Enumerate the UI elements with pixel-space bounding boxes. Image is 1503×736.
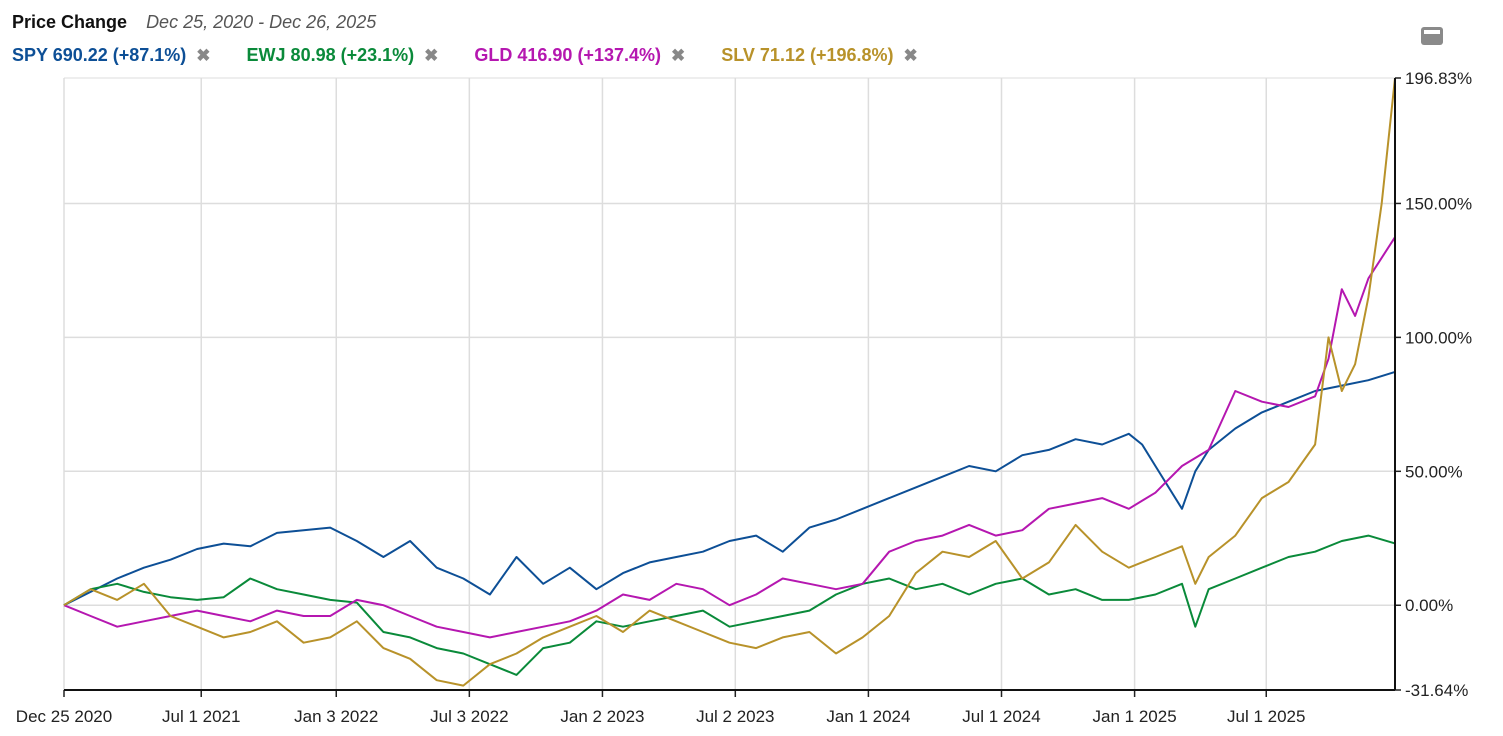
x-tick-label: Jan 3 2022 [294, 707, 378, 726]
legend-item-gld[interactable]: GLD 416.90 (+137.4%) ✖ [474, 45, 685, 66]
legend-label: SLV 71.12 (+196.8%) [721, 45, 894, 65]
x-tick-label: Jan 2 2023 [560, 707, 644, 726]
chart-menu-icon[interactable] [1421, 27, 1443, 45]
x-tick-label: Jul 2 2023 [696, 707, 774, 726]
legend-item-slv[interactable]: SLV 71.12 (+196.8%) ✖ [721, 45, 918, 66]
legend-label: GLD 416.90 (+137.4%) [474, 45, 661, 65]
chart-header: Price Change Dec 25, 2020 - Dec 26, 2025 [12, 12, 376, 33]
x-tick-label: Jul 1 2021 [162, 707, 240, 726]
y-tick-label: 150.00% [1405, 194, 1472, 213]
y-tick-label: 0.00% [1405, 596, 1453, 615]
y-tick-label: 196.83% [1405, 69, 1472, 88]
x-tick-label: Jul 1 2025 [1227, 707, 1305, 726]
x-tick-label: Jan 1 2024 [826, 707, 910, 726]
close-icon[interactable]: ✖ [196, 45, 211, 65]
close-icon[interactable]: ✖ [424, 45, 439, 65]
y-tick-label: 100.00% [1405, 328, 1472, 347]
series-line-slv [63, 77, 1396, 687]
close-icon[interactable]: ✖ [671, 45, 686, 65]
x-tick-label: Jan 1 2025 [1093, 707, 1177, 726]
y-tick-label: 50.00% [1405, 462, 1463, 481]
series-line-ewj [63, 534, 1396, 676]
x-tick-label: Jul 1 2024 [962, 707, 1040, 726]
date-range: Dec 25, 2020 - Dec 26, 2025 [146, 12, 377, 32]
legend: SPY 690.22 (+87.1%) ✖ EWJ 80.98 (+23.1%)… [12, 45, 954, 66]
close-icon[interactable]: ✖ [903, 45, 918, 65]
x-tick-label: Dec 25 2020 [16, 707, 112, 726]
x-tick-label: Jul 3 2022 [430, 707, 508, 726]
y-tick-label: -31.64% [1405, 681, 1468, 700]
legend-label: EWJ 80.98 (+23.1%) [246, 45, 415, 65]
legend-label: SPY 690.22 (+87.1%) [12, 45, 187, 65]
series-line-gld [63, 236, 1396, 639]
legend-item-spy[interactable]: SPY 690.22 (+87.1%) ✖ [12, 45, 211, 66]
series-line-spy [63, 370, 1396, 607]
legend-item-ewj[interactable]: EWJ 80.98 (+23.1%) ✖ [247, 45, 439, 66]
chart-title: Price Change [12, 12, 128, 32]
